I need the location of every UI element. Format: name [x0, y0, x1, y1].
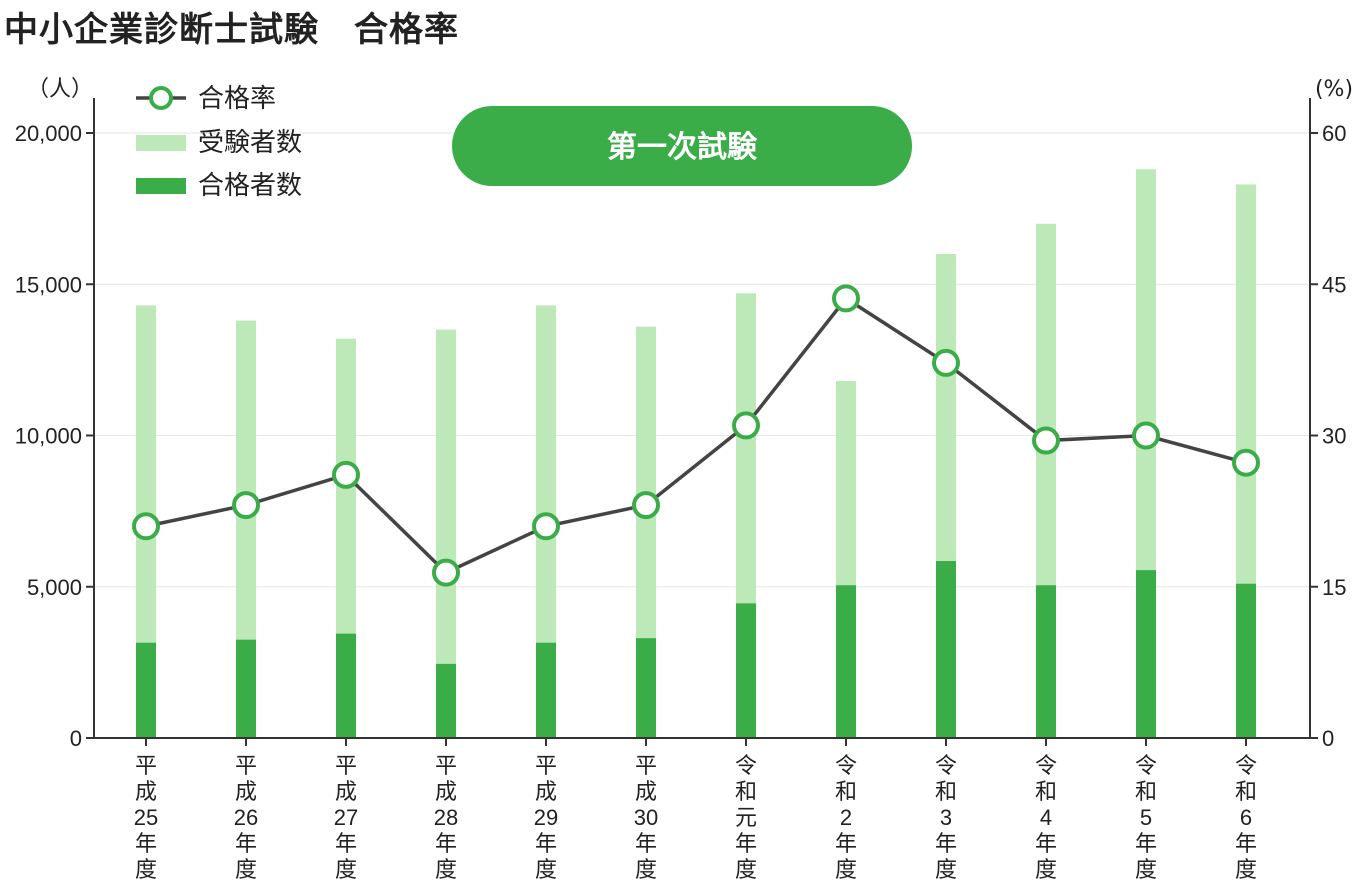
right-tick-label: 45 [1322, 272, 1346, 297]
x-tick-label: 平成 28 年度 [434, 753, 458, 882]
legend-applicants-label: 受験者数 [198, 128, 302, 158]
passers-bar [1036, 585, 1056, 738]
left-tick-label: 5,000 [27, 575, 82, 600]
left-tick-label: 20,000 [15, 121, 82, 146]
passers-bar [1136, 570, 1156, 738]
pass-rate-marker [832, 284, 860, 313]
pass-rate-marker [1132, 421, 1160, 450]
x-tick-label: 令和元年度 [735, 753, 757, 882]
x-tick-label: 平成 29 年度 [534, 753, 558, 882]
passers-bar [936, 561, 956, 738]
passers-bar [836, 585, 856, 738]
pass-rate-marker [332, 460, 360, 489]
right-tick-label: 0 [1322, 726, 1334, 751]
x-tick-label: 令和 4 年度 [1035, 753, 1057, 882]
x-tick-label: 令和 5 年度 [1135, 753, 1157, 882]
right-tick-label: 60 [1322, 121, 1346, 146]
right-tick-label: 30 [1322, 424, 1346, 449]
applicants-bar [636, 326, 656, 738]
passers-bar [536, 642, 556, 738]
left-tick-label: 15,000 [15, 272, 82, 297]
exam-badge-label: 第一次試験 [607, 130, 758, 165]
passers-bar [436, 663, 456, 738]
pass-rate-marker [732, 411, 760, 440]
pass-rate-marker [232, 491, 260, 520]
x-tick-label: 令和 6 年度 [1235, 753, 1257, 882]
passers-bar [136, 642, 156, 738]
applicants-bar [236, 320, 256, 738]
left-axis-unit: （人） [27, 77, 93, 102]
x-tick-label: 平成 30 年度 [634, 753, 658, 882]
x-tick-label: 平成 27 年度 [334, 753, 358, 882]
legend-passers-label: 合格者数 [198, 171, 302, 201]
pass-rate-marker [1232, 448, 1260, 477]
pass-rate-marker [432, 558, 460, 587]
x-tick-label: 令和 2 年度 [835, 753, 857, 882]
pass-rate-marker [632, 491, 660, 520]
right-tick-label: 15 [1322, 575, 1346, 600]
x-tick-label: 平成 26 年度 [234, 753, 258, 882]
legend-passers-swatch [136, 178, 186, 194]
legend-rate-label: 合格率 [198, 84, 276, 114]
pass-rate-marker [532, 512, 560, 541]
chart-title: 中小企業診断士試験 合格率 [4, 10, 459, 50]
passers-bar [236, 639, 256, 738]
right-axis-unit: (%) [1315, 77, 1353, 102]
pass-rate-marker [132, 512, 160, 541]
left-tick-label: 10,000 [15, 424, 82, 449]
passers-bar [336, 633, 356, 738]
legend-rate-marker [149, 86, 173, 110]
pass-rate-line [145, 296, 1247, 575]
x-tick-label: 平成 25 年度 [134, 753, 158, 882]
passers-bar [736, 603, 756, 738]
passers-bar [1236, 583, 1256, 738]
pass-rate-marker [1032, 426, 1060, 455]
x-tick-label: 令和 3 年度 [935, 753, 957, 882]
left-tick-label: 0 [70, 726, 82, 751]
pass-rate-marker [932, 348, 960, 377]
exam-badge [452, 106, 912, 186]
passers-bar [636, 638, 656, 738]
legend-applicants-swatch [136, 135, 186, 151]
applicants-bar [436, 329, 456, 738]
